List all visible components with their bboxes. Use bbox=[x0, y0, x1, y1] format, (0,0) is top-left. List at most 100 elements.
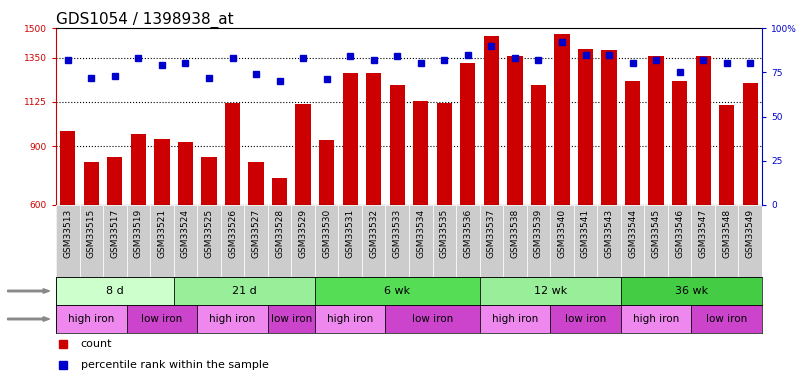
Bar bbox=[339, 205, 362, 277]
Text: GSM33528: GSM33528 bbox=[275, 209, 284, 258]
Text: GSM33533: GSM33533 bbox=[393, 209, 401, 258]
Bar bbox=[221, 205, 244, 277]
Text: GSM33537: GSM33537 bbox=[487, 209, 496, 258]
Bar bbox=[742, 83, 758, 205]
Bar bbox=[315, 205, 339, 277]
Bar bbox=[389, 85, 405, 205]
Text: low iron: low iron bbox=[412, 314, 453, 324]
Text: percentile rank within the sample: percentile rank within the sample bbox=[81, 360, 268, 370]
Text: GSM33517: GSM33517 bbox=[110, 209, 119, 258]
Bar bbox=[413, 101, 429, 205]
Bar bbox=[696, 56, 711, 205]
Text: 12 wk: 12 wk bbox=[534, 286, 567, 296]
Bar bbox=[480, 205, 503, 277]
Bar bbox=[343, 73, 358, 205]
Bar bbox=[738, 205, 762, 277]
Bar bbox=[272, 178, 287, 205]
Bar bbox=[56, 305, 127, 333]
Bar bbox=[366, 73, 381, 205]
Bar bbox=[107, 157, 123, 205]
Bar bbox=[526, 205, 550, 277]
Text: GSM33535: GSM33535 bbox=[440, 209, 449, 258]
Bar bbox=[127, 205, 150, 277]
Bar bbox=[178, 142, 193, 205]
Bar bbox=[574, 205, 597, 277]
Bar bbox=[649, 56, 664, 205]
Text: GSM33544: GSM33544 bbox=[628, 209, 637, 258]
Text: GSM33515: GSM33515 bbox=[87, 209, 96, 258]
Text: GSM33540: GSM33540 bbox=[558, 209, 567, 258]
Text: GSM33534: GSM33534 bbox=[416, 209, 426, 258]
Bar bbox=[409, 205, 433, 277]
Text: GSM33521: GSM33521 bbox=[157, 209, 166, 258]
Bar bbox=[692, 205, 715, 277]
Text: 8 d: 8 d bbox=[106, 286, 123, 296]
Text: GSM33519: GSM33519 bbox=[134, 209, 143, 258]
Text: GSM33529: GSM33529 bbox=[298, 209, 308, 258]
Bar bbox=[80, 205, 103, 277]
Bar bbox=[601, 50, 617, 205]
Bar bbox=[103, 205, 127, 277]
Bar bbox=[60, 131, 76, 205]
Bar bbox=[385, 205, 409, 277]
Text: 36 wk: 36 wk bbox=[675, 286, 708, 296]
Bar bbox=[225, 103, 240, 205]
Text: high iron: high iron bbox=[210, 314, 256, 324]
Bar bbox=[480, 277, 621, 305]
Text: GSM33531: GSM33531 bbox=[346, 209, 355, 258]
Text: GSM33541: GSM33541 bbox=[581, 209, 590, 258]
Bar bbox=[460, 63, 476, 205]
Bar bbox=[503, 205, 526, 277]
Text: GSM33530: GSM33530 bbox=[322, 209, 331, 258]
Text: GSM33543: GSM33543 bbox=[604, 209, 613, 258]
Bar bbox=[621, 277, 762, 305]
Bar bbox=[385, 305, 480, 333]
Bar bbox=[268, 305, 315, 333]
Bar bbox=[668, 205, 692, 277]
Bar bbox=[291, 205, 315, 277]
Bar bbox=[555, 34, 570, 205]
Bar bbox=[480, 305, 550, 333]
Bar bbox=[507, 56, 522, 205]
Bar bbox=[484, 36, 499, 205]
Bar bbox=[437, 103, 452, 205]
Text: 21 d: 21 d bbox=[232, 286, 256, 296]
Bar bbox=[644, 205, 668, 277]
Bar bbox=[719, 105, 734, 205]
Text: GSM33527: GSM33527 bbox=[251, 209, 260, 258]
Text: GSM33547: GSM33547 bbox=[699, 209, 708, 258]
Bar bbox=[319, 140, 334, 205]
Bar bbox=[197, 305, 268, 333]
Bar bbox=[362, 205, 385, 277]
Bar bbox=[625, 81, 640, 205]
Text: low iron: low iron bbox=[271, 314, 312, 324]
Bar bbox=[433, 205, 456, 277]
Bar bbox=[173, 205, 197, 277]
Text: GSM33539: GSM33539 bbox=[534, 209, 543, 258]
Bar bbox=[315, 305, 385, 333]
Text: low iron: low iron bbox=[706, 314, 747, 324]
Text: GSM33532: GSM33532 bbox=[369, 209, 378, 258]
Bar bbox=[56, 205, 80, 277]
Bar bbox=[621, 205, 644, 277]
Bar bbox=[597, 205, 621, 277]
Bar bbox=[268, 205, 291, 277]
Bar bbox=[150, 205, 173, 277]
Bar bbox=[296, 104, 311, 205]
Bar bbox=[621, 305, 692, 333]
Text: GSM33546: GSM33546 bbox=[675, 209, 684, 258]
Text: high iron: high iron bbox=[633, 314, 679, 324]
Text: GSM33548: GSM33548 bbox=[722, 209, 731, 258]
Text: GSM33538: GSM33538 bbox=[510, 209, 519, 258]
Text: high iron: high iron bbox=[492, 314, 538, 324]
Text: GSM33526: GSM33526 bbox=[228, 209, 237, 258]
Bar bbox=[692, 305, 762, 333]
Bar bbox=[578, 49, 593, 205]
Bar bbox=[715, 205, 738, 277]
Bar bbox=[244, 205, 268, 277]
Bar bbox=[456, 205, 480, 277]
Text: GSM33536: GSM33536 bbox=[463, 209, 472, 258]
Bar bbox=[131, 134, 146, 205]
Text: low iron: low iron bbox=[141, 314, 182, 324]
Bar bbox=[127, 305, 197, 333]
